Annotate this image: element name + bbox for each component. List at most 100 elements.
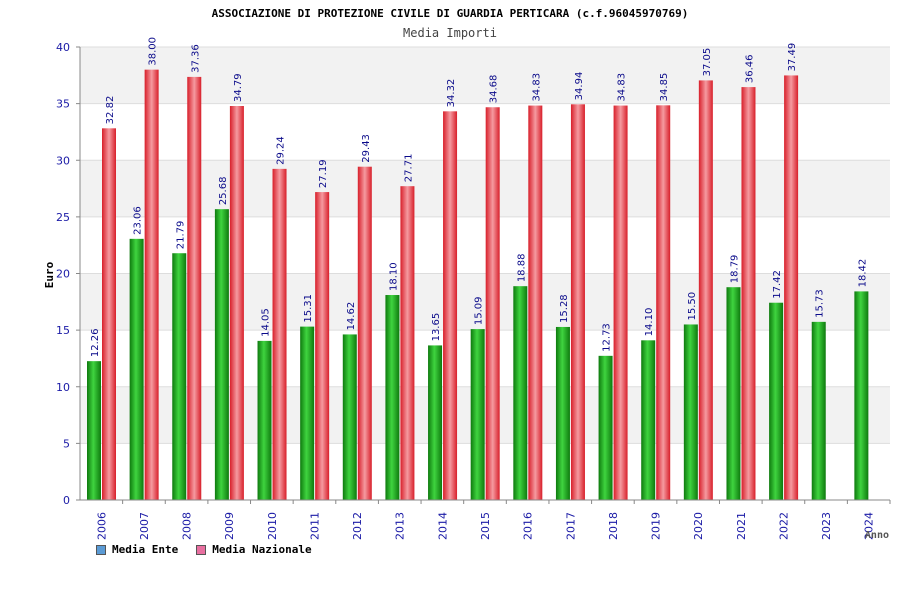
- x-tick-label: 2023: [820, 512, 833, 540]
- x-tick-label: 2006: [95, 512, 108, 540]
- x-tick-label: 2009: [223, 512, 236, 540]
- x-tick-label: 2015: [479, 512, 492, 540]
- x-tick-label: 2010: [266, 512, 279, 540]
- x-tick-label: 2012: [351, 512, 364, 540]
- data-label-media-nazionale: 34.85: [659, 73, 670, 102]
- bar-media-nazionale: [315, 192, 330, 501]
- bar-media-nazionale: [443, 111, 458, 501]
- data-label-media-nazionale: 36.46: [744, 54, 755, 83]
- grid-band: [80, 386, 890, 444]
- x-tick-label: 2017: [564, 512, 577, 540]
- x-tick-label: 2014: [436, 512, 449, 540]
- bar-media-nazionale: [656, 105, 671, 500]
- data-label-media-nazionale: 27.71: [403, 154, 414, 183]
- data-label-media-nazionale: 27.19: [318, 159, 329, 188]
- bar-media-ente: [257, 340, 272, 500]
- bar-media-ente: [300, 326, 315, 500]
- bar-media-ente: [769, 302, 784, 500]
- chart-subtitle: Media Importi: [403, 26, 497, 40]
- y-tick-label: 25: [56, 211, 70, 224]
- data-label-media-ente: 18.88: [516, 254, 527, 283]
- data-label-media-nazionale: 37.36: [190, 44, 201, 73]
- data-label-media-nazionale: 34.94: [574, 72, 585, 101]
- bar-media-ente: [513, 286, 528, 500]
- bar-media-ente: [854, 291, 869, 500]
- bar-media-nazionale: [102, 128, 116, 500]
- data-label-media-nazionale: 34.83: [531, 73, 542, 102]
- bar-media-nazionale: [528, 105, 543, 501]
- y-tick-label: 30: [56, 154, 70, 167]
- bar-media-ente: [385, 295, 400, 500]
- data-label-media-ente: 15.73: [815, 289, 826, 318]
- data-label-media-ente: 14.62: [346, 302, 357, 331]
- bar-media-nazionale: [357, 166, 372, 500]
- data-label-media-nazionale: 29.43: [361, 134, 372, 163]
- grid-band: [80, 47, 890, 104]
- bar-media-ente: [470, 329, 485, 500]
- bar-media-nazionale: [400, 186, 415, 500]
- data-label-media-ente: 15.50: [687, 292, 698, 321]
- y-axis-label: Euro: [43, 261, 56, 288]
- bar-media-ente: [683, 324, 698, 500]
- x-tick-label: 2018: [607, 512, 620, 540]
- legend-item-ente: Media Ente: [96, 543, 178, 556]
- data-label-media-ente: 12.73: [602, 323, 613, 352]
- y-tick-label: 20: [56, 268, 70, 281]
- bar-media-ente: [726, 287, 741, 500]
- x-tick-label: 2007: [138, 512, 151, 540]
- x-tick-label: 2019: [650, 512, 663, 540]
- bar-media-nazionale: [485, 107, 500, 501]
- bar-media-ente: [172, 253, 187, 500]
- bar-media-nazionale: [741, 87, 756, 500]
- x-tick-label: 2008: [181, 512, 194, 540]
- bar-media-ente: [428, 345, 443, 500]
- data-label-media-nazionale: 34.32: [446, 79, 457, 108]
- legend-item-nazionale: Media Nazionale: [196, 543, 312, 556]
- bar-media-ente: [129, 238, 144, 500]
- y-tick-label: 5: [63, 437, 70, 450]
- y-tick-label: 15: [56, 324, 70, 337]
- data-label-media-ente: 21.79: [175, 221, 186, 250]
- bar-media-ente: [214, 209, 229, 500]
- bar-media-ente: [555, 326, 570, 500]
- y-tick-label: 10: [56, 381, 70, 394]
- data-label-media-nazionale: 37.05: [702, 48, 713, 77]
- data-label-media-ente: 15.31: [303, 294, 314, 323]
- data-label-media-ente: 13.65: [431, 313, 442, 342]
- data-label-media-nazionale: 37.49: [787, 43, 798, 72]
- data-label-media-ente: 18.10: [388, 262, 399, 291]
- legend-label-nazionale: Media Nazionale: [212, 543, 312, 556]
- bar-media-nazionale: [229, 106, 244, 501]
- x-tick-label: 2021: [735, 512, 748, 540]
- data-label-media-nazionale: 34.83: [617, 73, 628, 102]
- data-label-media-nazionale: 34.68: [489, 75, 500, 104]
- legend-label-ente: Media Ente: [112, 543, 179, 556]
- data-label-media-nazionale: 34.79: [233, 73, 244, 102]
- x-tick-label: 2022: [777, 512, 790, 540]
- x-tick-label: 2011: [308, 512, 321, 540]
- x-axis-label: Anno: [865, 530, 889, 541]
- bar-media-ente: [641, 340, 656, 500]
- x-tick-label: 2013: [394, 512, 407, 540]
- data-label-media-ente: 15.28: [559, 294, 570, 323]
- legend-swatch-ente: [96, 544, 106, 555]
- chart-legend: Media Ente Media Nazionale: [96, 543, 312, 556]
- bar-media-nazionale: [698, 80, 713, 500]
- y-tick-label: 40: [56, 41, 70, 54]
- bar-media-nazionale: [784, 75, 799, 500]
- grid-band: [80, 160, 890, 217]
- data-label-media-ente: 18.42: [857, 259, 868, 288]
- data-label-media-ente: 17.42: [772, 270, 783, 299]
- bar-media-nazionale: [613, 105, 628, 501]
- data-label-media-nazionale: 29.24: [276, 136, 287, 165]
- data-label-media-nazionale: 38.00: [148, 37, 159, 66]
- data-label-media-ente: 14.05: [261, 308, 272, 337]
- grid-band: [80, 273, 890, 331]
- legend-swatch-nazionale: [196, 544, 207, 555]
- x-tick-label: 2024: [863, 512, 876, 540]
- bar-media-ente: [598, 355, 613, 500]
- x-tick-label: 2016: [522, 512, 535, 540]
- bar-media-nazionale: [272, 168, 287, 500]
- data-label-media-ente: 18.79: [729, 255, 740, 284]
- bar-media-nazionale: [144, 69, 159, 501]
